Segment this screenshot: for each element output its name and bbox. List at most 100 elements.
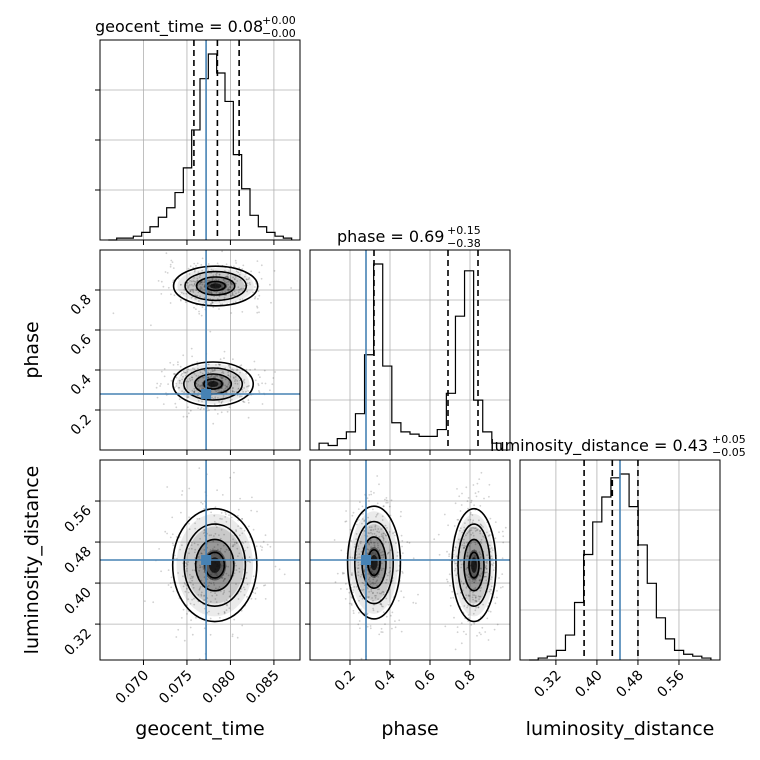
sample-point bbox=[184, 565, 187, 568]
sample-point bbox=[368, 494, 371, 496]
sample-point bbox=[246, 596, 248, 598]
sample-point bbox=[181, 494, 183, 496]
sample-point bbox=[180, 291, 183, 294]
sample-point bbox=[228, 288, 231, 291]
sample-point bbox=[247, 278, 250, 280]
sample-point bbox=[203, 281, 206, 284]
sample-point bbox=[350, 583, 352, 586]
sample-point bbox=[254, 286, 256, 288]
sample-point bbox=[254, 592, 257, 595]
sample-point bbox=[254, 588, 257, 590]
sample-point bbox=[225, 603, 228, 606]
sample-point bbox=[468, 529, 471, 532]
sample-point bbox=[378, 531, 380, 534]
sample-point bbox=[199, 586, 202, 588]
sample-point bbox=[380, 603, 383, 605]
sample-point bbox=[211, 370, 214, 373]
sample-point bbox=[375, 514, 378, 516]
sample-point bbox=[259, 376, 261, 379]
sample-point bbox=[200, 579, 203, 582]
sample-point bbox=[211, 277, 214, 280]
sample-point bbox=[200, 287, 203, 290]
sample-point bbox=[259, 545, 262, 548]
sample-point bbox=[227, 374, 230, 377]
sample-point bbox=[206, 381, 209, 383]
sample-point bbox=[211, 300, 213, 303]
sample-point bbox=[478, 478, 481, 480]
sample-point bbox=[175, 382, 178, 385]
sample-point bbox=[489, 588, 492, 591]
sample-point bbox=[336, 572, 339, 575]
sample-point bbox=[216, 574, 218, 577]
sample-point bbox=[190, 296, 193, 299]
sample-point bbox=[190, 283, 193, 286]
sample-point bbox=[374, 525, 377, 528]
sample-point bbox=[193, 280, 196, 283]
sample-point bbox=[490, 555, 493, 558]
sample-point bbox=[470, 542, 472, 545]
sample-point bbox=[173, 557, 176, 560]
sample-point bbox=[180, 511, 182, 514]
sample-point bbox=[201, 384, 204, 387]
sample-point bbox=[475, 600, 478, 603]
sample-point bbox=[227, 574, 230, 577]
sample-point bbox=[198, 300, 200, 302]
sample-point bbox=[193, 270, 196, 273]
sample-point bbox=[227, 364, 230, 367]
sample-point bbox=[196, 364, 199, 367]
sample-point bbox=[380, 603, 383, 606]
sample-point bbox=[473, 504, 475, 507]
sample-point bbox=[212, 370, 215, 372]
sample-point bbox=[498, 531, 500, 534]
sample-point bbox=[225, 275, 228, 278]
sample-point bbox=[232, 369, 235, 372]
sample-point bbox=[210, 374, 213, 377]
sample-point bbox=[376, 588, 379, 591]
sample-point bbox=[491, 557, 494, 560]
sample-point bbox=[175, 636, 178, 638]
sample-point bbox=[237, 525, 240, 527]
sample-point bbox=[376, 512, 379, 515]
sample-point bbox=[189, 265, 192, 268]
sample-point bbox=[366, 552, 369, 555]
sample-point bbox=[258, 391, 261, 394]
sample-point bbox=[223, 578, 226, 580]
sample-point bbox=[207, 602, 210, 605]
sample-point bbox=[198, 310, 200, 313]
sample-point bbox=[388, 531, 391, 533]
sample-point bbox=[382, 532, 385, 535]
sample-point bbox=[232, 544, 235, 546]
sample-point bbox=[480, 586, 483, 589]
sample-point bbox=[375, 534, 378, 537]
sample-point bbox=[400, 534, 403, 537]
sample-point bbox=[492, 569, 495, 571]
sample-point bbox=[396, 555, 399, 557]
sample-point bbox=[219, 363, 222, 366]
sample-point bbox=[465, 534, 467, 537]
sample-point bbox=[189, 409, 192, 412]
sample-point bbox=[227, 276, 229, 279]
sample-point bbox=[382, 611, 385, 614]
panel-hist_phase bbox=[309, 249, 511, 455]
sample-point bbox=[479, 530, 481, 533]
sample-point bbox=[356, 523, 358, 526]
sample-point bbox=[380, 631, 383, 633]
sample-point bbox=[247, 390, 250, 392]
sample-point bbox=[211, 396, 213, 399]
sample-point bbox=[173, 373, 176, 375]
sample-point bbox=[388, 541, 390, 544]
sample-point bbox=[197, 367, 199, 370]
sample-point bbox=[390, 499, 393, 502]
sample-point bbox=[358, 611, 360, 614]
sample-point bbox=[374, 582, 377, 585]
sample-point bbox=[200, 406, 203, 409]
sample-point bbox=[166, 532, 169, 535]
density-level bbox=[207, 381, 219, 387]
sample-point bbox=[236, 394, 239, 397]
contour-line bbox=[203, 378, 223, 390]
sample-point bbox=[479, 540, 482, 543]
sample-point bbox=[358, 519, 360, 521]
sample-point bbox=[215, 601, 218, 603]
sample-point bbox=[175, 385, 178, 387]
sample-point bbox=[376, 475, 379, 477]
